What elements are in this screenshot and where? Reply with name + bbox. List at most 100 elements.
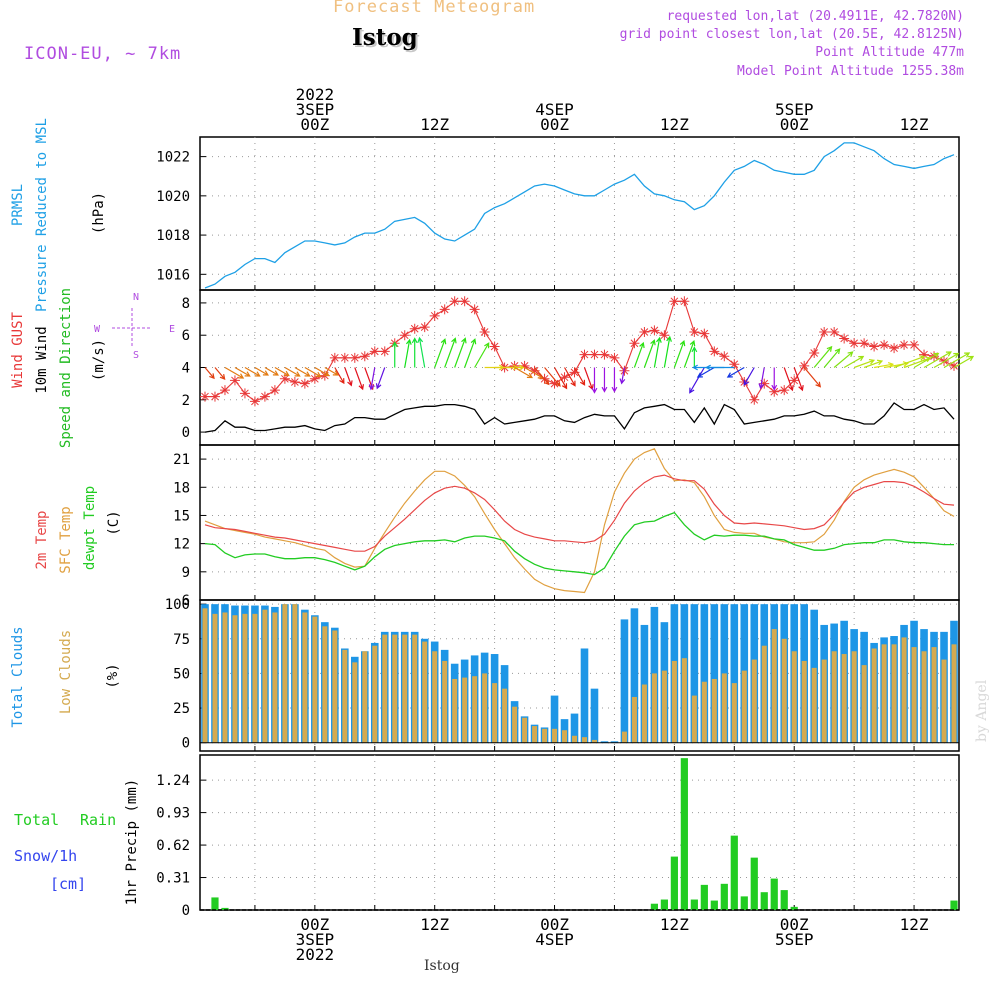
- gust-marker: [749, 394, 760, 405]
- low-cloud-bar: [911, 647, 917, 743]
- bottom-time-label: 3SEP: [296, 930, 335, 949]
- wind-direction-arrow: [274, 366, 290, 377]
- y-tick-label: 2: [182, 393, 190, 409]
- low-cloud-bar: [861, 665, 867, 743]
- low-cloud-bar: [362, 651, 368, 743]
- low-cloud-bar: [871, 648, 877, 743]
- wind-direction-arrow: [391, 341, 398, 368]
- wind-direction-arrow: [304, 366, 322, 378]
- chart-title: Forecast Meteogram: [333, 0, 536, 17]
- wind-direction-arrow: [324, 366, 339, 376]
- low-cloud-bar: [741, 670, 747, 743]
- gust-marker: [669, 296, 680, 307]
- gust-marker: [699, 328, 710, 339]
- low-cloud-bar: [222, 612, 228, 743]
- precip-unit-label: 1hr Precip (mm): [124, 779, 140, 905]
- low-cloud-bar: [382, 634, 388, 743]
- wind-direction-arrow: [454, 337, 467, 368]
- gust-marker: [279, 373, 290, 384]
- top-time-label: 2022: [296, 85, 335, 104]
- total-cloud-bar: [690, 604, 699, 743]
- low-cloud-bar: [931, 647, 937, 743]
- bottom-time-label: 12Z: [660, 915, 689, 934]
- gust-marker: [679, 296, 690, 307]
- gust-marker: [269, 385, 280, 396]
- low-cloud-bar: [322, 626, 328, 743]
- wind-direction-arrow: [544, 367, 561, 387]
- rain-bar: [720, 883, 728, 910]
- gust-marker: [239, 388, 250, 399]
- low-cloud-bar: [492, 683, 498, 743]
- gust-marker: [569, 367, 580, 378]
- wind-direction-arrow: [611, 367, 618, 393]
- wind-direction-arrow: [204, 367, 215, 380]
- gust-marker: [729, 359, 740, 370]
- gust-marker: [839, 333, 850, 344]
- wind-direction-arrow: [705, 364, 735, 371]
- gust-marker: [629, 338, 640, 349]
- gust-marker: [489, 341, 500, 352]
- gust-marker: [399, 330, 410, 341]
- rain-bar: [221, 907, 229, 910]
- gust-marker: [289, 377, 300, 388]
- y-tick-label: 0.62: [156, 838, 190, 854]
- low-cloud-bar: [831, 651, 837, 743]
- total-cloud-bar: [630, 608, 639, 743]
- gust-marker: [709, 346, 720, 357]
- requested-coords: requested lon,lat (20.4911E, 42.7820N): [666, 9, 964, 24]
- wind-direction-arrow: [663, 335, 672, 368]
- bottom-time-label: 4SEP: [535, 930, 574, 949]
- wind-direction-arrow: [793, 367, 804, 392]
- total-cloud-bar: [640, 624, 649, 743]
- low-cloud-bar: [422, 641, 428, 743]
- clouds-panel-frame: [199, 599, 960, 752]
- prmsl-line: [204, 142, 955, 289]
- low-cloud-bar: [332, 630, 338, 743]
- point-altitude: Point Altitude 477m: [815, 45, 964, 60]
- wind-direction-arrow: [294, 366, 311, 377]
- rain-bar: [660, 899, 668, 910]
- total-cloud-bar: [600, 741, 609, 743]
- gust-marker: [609, 352, 620, 363]
- total-cloud-bar: [550, 695, 559, 743]
- top-time-label: 3SEP: [296, 100, 335, 119]
- wind-direction-arrow: [863, 359, 884, 369]
- low-clouds-label: Low Clouds: [58, 630, 74, 714]
- total-cloud-bar: [580, 648, 589, 743]
- y-tick-label: 0.31: [156, 871, 190, 887]
- rain-bar: [760, 892, 768, 910]
- low-cloud-bar: [372, 645, 378, 743]
- low-cloud-bar: [811, 667, 817, 743]
- low-cloud-bar: [701, 681, 707, 743]
- low-cloud-bar: [941, 659, 947, 743]
- wind-direction-arrow: [813, 345, 833, 368]
- prmsl-label: PRMSL: [10, 184, 26, 226]
- wind-label: 10m Wind: [34, 326, 50, 393]
- y-tick-label: 15: [173, 508, 190, 524]
- rain-bar: [730, 835, 738, 910]
- wind-direction-arrow: [933, 352, 960, 369]
- wind-direction-arrow: [823, 348, 841, 368]
- wind-direction-arrow: [464, 338, 477, 368]
- prmsl-unit-label: (hPa): [91, 192, 107, 234]
- top-time-label: 5SEP: [775, 100, 814, 119]
- gust-marker: [529, 365, 540, 376]
- bottom-time-label: 12Z: [420, 915, 449, 934]
- total-cloud-bar: [590, 688, 599, 743]
- gust-marker: [589, 349, 600, 360]
- low-cloud-bar: [641, 684, 647, 743]
- y-tick-label: 1018: [156, 228, 190, 244]
- clouds-unit-label: (%): [105, 663, 121, 688]
- wind-direction-arrow: [375, 367, 386, 390]
- compass-e-label: E: [169, 324, 175, 335]
- rain-bar: [211, 897, 219, 910]
- wind-direction-arrow: [417, 336, 426, 368]
- low-cloud-bar: [851, 651, 857, 743]
- gust-marker: [419, 322, 430, 333]
- wind-direction-arrow: [534, 367, 550, 386]
- wind-direction-arrow: [691, 346, 698, 368]
- station-name: Istog: [352, 24, 418, 51]
- rain-bar: [710, 900, 718, 910]
- gust-marker: [329, 352, 340, 363]
- wind-direction-arrow: [583, 367, 594, 391]
